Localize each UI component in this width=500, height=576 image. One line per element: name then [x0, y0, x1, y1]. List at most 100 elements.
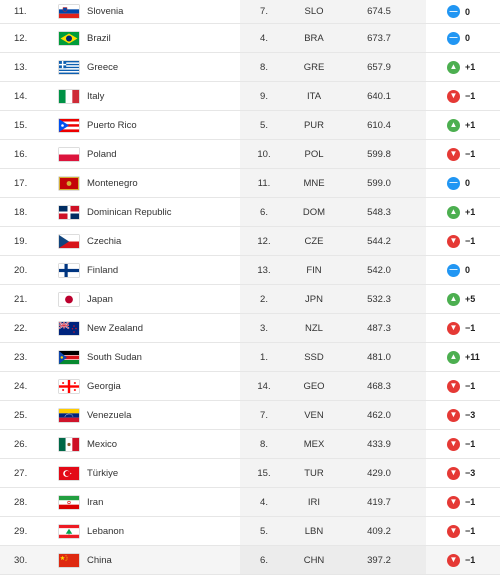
change-cell: ▼ −1	[447, 546, 497, 574]
previous-column-bg	[240, 546, 426, 574]
flag-puerto-rico-icon	[59, 118, 79, 132]
rank-cell: 14.	[14, 90, 28, 102]
country-code-cell: BRA	[304, 32, 324, 44]
country-name[interactable]: Puerto Rico	[87, 119, 137, 131]
flag-cell	[57, 198, 81, 226]
change-value: 0	[465, 6, 471, 17]
flag-cell	[57, 82, 81, 110]
arrow-down-icon: ▼	[447, 379, 460, 393]
change-value: 0	[465, 178, 471, 188]
change-cell: ▼ −1	[447, 82, 497, 110]
table-row: 14. Italy 9. ITA 640.1 ▼ −1	[0, 82, 500, 111]
no-change-icon: —	[447, 176, 460, 190]
rank-cell: 27.	[14, 467, 28, 479]
table-row: 18. Dominican Republic 6. DOM 548.3 ▲ +1	[0, 198, 500, 227]
rank-cell: 16.	[14, 148, 28, 160]
previous-rank-cell: 4.	[260, 32, 268, 44]
points-cell: 419.7	[367, 496, 391, 508]
table-row: 17. Montenegro 11. MNE 599.0—0	[0, 169, 500, 198]
arrow-up-icon: ▲	[447, 60, 460, 74]
previous-column-bg	[240, 53, 426, 81]
table-row: 13. Greece 8. GRE 657.9 ▲ +1	[0, 53, 500, 82]
points-cell: 640.1	[367, 90, 391, 102]
change-value: +11	[465, 352, 480, 362]
country-code-cell: POL	[304, 148, 324, 160]
arrow-up-icon: ▲	[447, 205, 460, 219]
change-cell: ▼ −1	[447, 227, 497, 255]
flag-brazil-icon	[59, 31, 79, 45]
rank-cell: 29.	[14, 525, 28, 537]
previous-rank-cell: 14.	[257, 380, 271, 392]
flag-italy-icon	[59, 89, 79, 103]
flag-japan-icon	[59, 292, 79, 306]
change-cell: ▼ −1	[447, 314, 497, 342]
points-cell: 599.0	[367, 177, 391, 189]
table-row: 23. South Sudan 1. SSD 481.0 ▲ +11	[0, 343, 500, 372]
change-cell: ▲ +1	[447, 111, 497, 139]
change-cell: ▼ −1	[447, 372, 497, 400]
country-code-cell: PUR	[303, 119, 325, 131]
country-name[interactable]: Georgia	[87, 380, 121, 392]
change-cell: —0	[447, 169, 497, 197]
points-cell: 481.0	[367, 351, 391, 363]
table-row: 24. Georgia 14. GEO 468.3 ▼ −1	[0, 372, 500, 401]
flag-cell	[57, 546, 81, 574]
arrow-up-icon: ▲	[447, 118, 460, 132]
change-value: −1	[465, 236, 476, 246]
previous-rank-cell: 1.	[260, 351, 268, 363]
country-name[interactable]: Poland	[87, 148, 117, 160]
country-name[interactable]: New Zealand	[87, 322, 143, 334]
table-row: 12. Brazil 4. BRA 673.7—0	[0, 24, 500, 53]
change-cell: ▼ −1	[447, 517, 497, 545]
country-name[interactable]: Lebanon	[87, 525, 124, 537]
points-cell: 532.3	[367, 293, 391, 305]
change-cell: ▲ +5	[447, 285, 497, 313]
table-row: 27. Türkiye 15. TUR 429.0 ▼ −3	[0, 459, 500, 488]
country-name[interactable]: Mexico	[87, 438, 118, 450]
change-value: −3	[465, 468, 476, 478]
change-cell: ▲ +11	[447, 343, 497, 371]
previous-column-bg	[240, 285, 426, 313]
country-name[interactable]: Venezuela	[87, 409, 132, 421]
rank-cell: 18.	[14, 206, 28, 218]
country-name[interactable]: Türkiye	[87, 467, 119, 479]
previous-column-bg	[240, 0, 426, 23]
points-cell: 544.2	[367, 235, 391, 247]
previous-rank-cell: 11.	[257, 177, 271, 189]
points-cell: 657.9	[367, 61, 391, 73]
flag-china-icon	[59, 553, 79, 567]
previous-column-bg	[240, 82, 426, 110]
flag-cell	[57, 111, 81, 139]
previous-rank-cell: 8.	[260, 438, 268, 450]
flag-cell	[57, 24, 81, 52]
country-name[interactable]: Greece	[87, 61, 119, 73]
country-name[interactable]: Iran	[87, 496, 104, 508]
country-name[interactable]: Japan	[87, 293, 113, 305]
change-value: −1	[465, 439, 476, 449]
flag-cell	[57, 488, 81, 516]
country-name[interactable]: Montenegro	[87, 177, 138, 189]
country-name[interactable]: Finland	[87, 264, 119, 276]
previous-rank-cell: 5.	[260, 525, 268, 537]
flag-new-zealand-icon	[59, 321, 79, 335]
rank-cell: 28.	[14, 496, 28, 508]
flag-cell	[57, 53, 81, 81]
change-cell: ▲ +1	[447, 198, 497, 226]
flag-dominican-republic-icon	[59, 205, 79, 219]
country-name[interactable]: Italy	[87, 90, 105, 102]
country-name[interactable]: Slovenia	[87, 6, 124, 17]
country-name[interactable]: Dominican Republic	[87, 206, 172, 218]
points-cell: 599.8	[367, 148, 391, 160]
country-name[interactable]: South Sudan	[87, 351, 142, 363]
country-name[interactable]: Brazil	[87, 32, 111, 44]
country-name[interactable]: Czechia	[87, 235, 122, 247]
country-code-cell: SSD	[304, 351, 324, 363]
country-name[interactable]: China	[87, 554, 112, 566]
arrow-down-icon: ▼	[447, 321, 460, 335]
change-cell: ▼ −1	[447, 488, 497, 516]
previous-rank-cell: 6.	[260, 554, 268, 566]
previous-column-bg	[240, 314, 426, 342]
previous-column-bg	[240, 256, 426, 284]
flag-cell	[57, 285, 81, 313]
